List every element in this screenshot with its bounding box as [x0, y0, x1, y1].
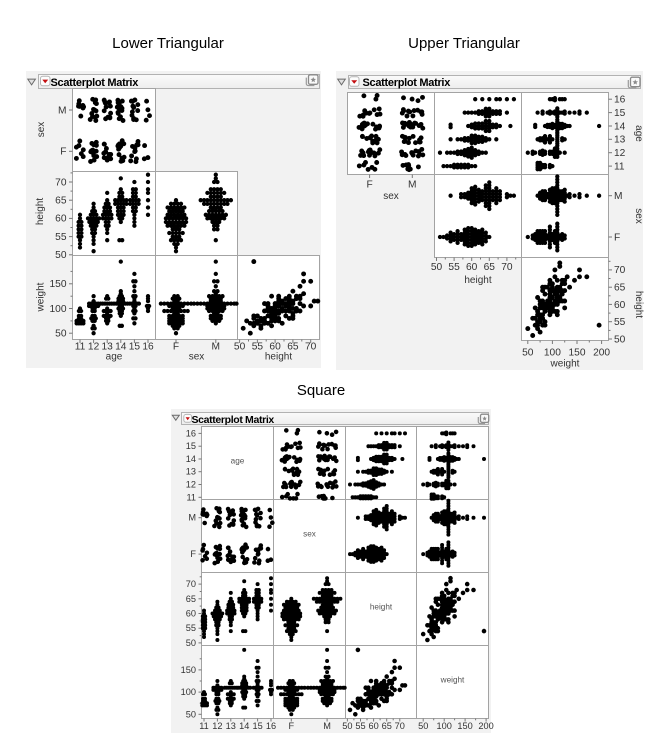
- svg-text:14: 14: [239, 721, 249, 731]
- svg-text:16: 16: [186, 428, 196, 438]
- svg-text:height: height: [370, 603, 393, 612]
- svg-text:16: 16: [142, 342, 154, 353]
- svg-text:100: 100: [437, 721, 452, 731]
- svg-text:50: 50: [418, 721, 428, 731]
- svg-text:60: 60: [55, 214, 67, 225]
- svg-text:14: 14: [186, 454, 196, 464]
- svg-text:F: F: [190, 549, 196, 559]
- svg-text:11: 11: [186, 492, 196, 502]
- svg-text:70: 70: [395, 721, 405, 731]
- svg-text:14: 14: [115, 342, 127, 353]
- svg-text:200: 200: [478, 721, 493, 731]
- svg-text:70: 70: [186, 579, 196, 589]
- svg-text:100: 100: [544, 348, 561, 359]
- svg-text:60: 60: [466, 262, 478, 273]
- svg-text:55: 55: [186, 623, 196, 633]
- svg-text:M: M: [323, 721, 331, 731]
- svg-text:150: 150: [181, 665, 196, 675]
- svg-text:13: 13: [226, 721, 236, 731]
- svg-text:age: age: [633, 125, 644, 142]
- svg-text:50: 50: [431, 262, 443, 273]
- svg-text:65: 65: [186, 594, 196, 604]
- svg-text:14: 14: [614, 121, 626, 132]
- svg-text:height: height: [35, 198, 46, 225]
- svg-text:sex: sex: [189, 352, 205, 363]
- svg-text:70: 70: [501, 262, 513, 273]
- svg-text:weight: weight: [36, 282, 47, 312]
- svg-text:65: 65: [382, 721, 392, 731]
- svg-text:65: 65: [287, 342, 299, 353]
- svg-text:F: F: [60, 147, 66, 158]
- svg-text:55: 55: [614, 317, 626, 328]
- svg-text:12: 12: [186, 480, 196, 490]
- svg-text:150: 150: [50, 279, 67, 290]
- svg-text:13: 13: [102, 342, 114, 353]
- svg-text:weight: weight: [550, 359, 580, 370]
- svg-text:M: M: [614, 191, 623, 202]
- svg-text:200: 200: [593, 348, 610, 359]
- svg-text:F: F: [366, 180, 372, 191]
- svg-text:50: 50: [342, 721, 352, 731]
- svg-text:55: 55: [252, 342, 264, 353]
- svg-text:weight: weight: [440, 676, 465, 685]
- svg-text:11: 11: [614, 161, 625, 172]
- svg-text:height: height: [265, 352, 292, 363]
- svg-text:50: 50: [55, 329, 67, 340]
- svg-text:M: M: [212, 342, 221, 353]
- svg-text:60: 60: [614, 300, 626, 311]
- svg-text:11: 11: [75, 342, 86, 353]
- svg-text:age: age: [106, 352, 123, 363]
- svg-text:F: F: [614, 232, 620, 243]
- svg-text:65: 65: [484, 262, 496, 273]
- svg-text:height: height: [464, 275, 491, 286]
- svg-text:sex: sex: [383, 191, 399, 202]
- svg-text:50: 50: [234, 342, 246, 353]
- svg-text:50: 50: [522, 348, 534, 359]
- svg-text:55: 55: [55, 232, 67, 243]
- svg-text:50: 50: [614, 334, 626, 345]
- svg-text:55: 55: [448, 262, 460, 273]
- svg-text:F: F: [173, 342, 179, 353]
- svg-text:M: M: [58, 105, 67, 116]
- svg-text:50: 50: [186, 638, 196, 648]
- svg-text:70: 70: [55, 177, 67, 188]
- svg-text:150: 150: [457, 721, 472, 731]
- svg-text:16: 16: [614, 95, 626, 106]
- svg-text:50: 50: [55, 250, 67, 261]
- svg-text:sex: sex: [36, 122, 47, 138]
- svg-text:13: 13: [186, 467, 196, 477]
- svg-text:15: 15: [129, 342, 141, 353]
- svg-text:70: 70: [614, 265, 626, 276]
- svg-text:100: 100: [181, 687, 196, 697]
- svg-text:65: 65: [614, 283, 626, 294]
- svg-text:60: 60: [368, 721, 378, 731]
- svg-text:55: 55: [355, 721, 365, 731]
- svg-text:12: 12: [614, 148, 626, 159]
- svg-text:age: age: [231, 457, 245, 466]
- svg-text:M: M: [188, 513, 196, 523]
- svg-text:70: 70: [305, 342, 317, 353]
- svg-text:height: height: [633, 291, 644, 318]
- svg-text:13: 13: [614, 135, 626, 146]
- svg-text:50: 50: [186, 709, 196, 719]
- svg-text:60: 60: [269, 342, 281, 353]
- svg-text:60: 60: [186, 609, 196, 619]
- svg-text:F: F: [288, 721, 294, 731]
- svg-text:sex: sex: [303, 530, 316, 539]
- svg-text:11: 11: [199, 721, 209, 731]
- svg-text:15: 15: [614, 108, 626, 119]
- svg-text:16: 16: [266, 721, 276, 731]
- svg-text:150: 150: [569, 348, 586, 359]
- svg-text:65: 65: [55, 196, 67, 207]
- svg-text:sex: sex: [633, 208, 644, 224]
- svg-text:15: 15: [252, 721, 262, 731]
- svg-text:15: 15: [186, 441, 196, 451]
- svg-text:12: 12: [88, 342, 100, 353]
- svg-text:M: M: [408, 180, 417, 191]
- svg-text:100: 100: [50, 304, 67, 315]
- svg-text:12: 12: [212, 721, 222, 731]
